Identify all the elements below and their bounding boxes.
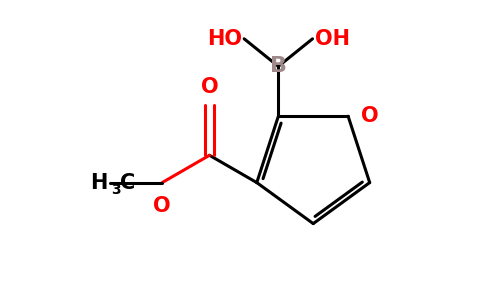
Text: HO: HO	[207, 29, 242, 49]
Text: C: C	[121, 172, 136, 193]
Text: O: O	[153, 196, 171, 216]
Text: H: H	[90, 172, 107, 193]
Text: O: O	[362, 106, 379, 126]
Text: 3: 3	[111, 183, 121, 197]
Text: OH: OH	[315, 29, 350, 49]
Text: B: B	[270, 56, 287, 76]
Text: O: O	[201, 77, 218, 97]
